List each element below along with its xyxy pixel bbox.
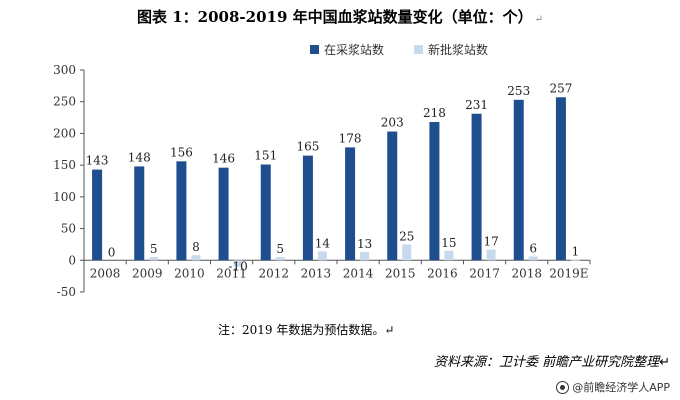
y-tick-label: 250 [53, 95, 76, 109]
bar-in-operation [387, 131, 398, 261]
footnote: 注：2019 年数据为预估数据。↵ [218, 323, 395, 337]
bar-newly-approved [486, 249, 496, 261]
y-tick-label: 300 [53, 63, 76, 77]
data-label-in-operation: 231 [465, 98, 488, 112]
bar-newly-approved [233, 260, 243, 267]
watermark-logo-icon [556, 380, 570, 394]
bar-in-operation [302, 155, 313, 261]
data-label-newly-approved: 14 [315, 236, 331, 250]
bar-in-operation [513, 99, 524, 261]
bar-newly-approved [528, 256, 538, 261]
x-category-label: 2012 [258, 266, 289, 280]
data-label-newly-approved: 17 [483, 235, 498, 249]
data-label-newly-approved: 15 [441, 236, 456, 250]
figure-title: 图表 1：2008-2019 年中国血浆站数量变化（单位：个） ↵ [0, 6, 680, 27]
return-mark-icon: ↵ [534, 14, 543, 25]
bar-in-operation [471, 113, 482, 261]
x-category-label: 2014 [343, 266, 374, 280]
x-category-label: 2011 [216, 266, 247, 280]
data-label-in-operation: 156 [170, 145, 193, 159]
bar-in-operation [345, 147, 356, 261]
legend-label-in-operation: 在采浆站数 [324, 42, 384, 57]
data-label-newly-approved: 8 [192, 240, 200, 254]
bar-in-operation [176, 161, 187, 261]
watermark: @前瞻经济学人APP [556, 379, 670, 395]
data-label-in-operation: 165 [296, 140, 319, 154]
legend-swatch-newly-approved [414, 45, 423, 54]
bar-in-operation [555, 97, 566, 261]
x-category-label: 2009 [132, 266, 163, 280]
watermark-text: @前瞻经济学人APP [572, 381, 670, 394]
x-category-label: 2017 [469, 266, 500, 280]
bar-newly-approved [191, 255, 201, 261]
data-label-in-operation: 218 [423, 106, 446, 120]
y-tick-label: 50 [61, 222, 76, 236]
data-label-newly-approved: -10 [228, 260, 247, 274]
y-tick-label: 150 [53, 158, 76, 172]
x-category-label: 2013 [301, 266, 332, 280]
y-tick-label: 0 [68, 253, 76, 267]
figure-title-text: 图表 1：2008-2019 年中国血浆站数量变化（单位：个） [137, 8, 533, 26]
x-category-label: 2019E [549, 266, 588, 280]
data-label-in-operation: 148 [128, 150, 151, 164]
x-category-label: 2018 [511, 266, 542, 280]
x-category-label: 2010 [174, 266, 205, 280]
legend-swatch-in-operation [310, 45, 319, 54]
data-label-newly-approved: 0 [108, 245, 116, 259]
data-label-in-operation: 253 [507, 84, 530, 98]
bar-chart: -500501001502002503001430200814852009156… [53, 42, 591, 299]
bar-in-operation [260, 164, 271, 261]
y-tick-label: 200 [53, 126, 76, 140]
data-label-in-operation: 257 [549, 81, 572, 95]
source-note: 资料来源：卫计委 前瞻产业研究院整理↵ [433, 355, 670, 370]
bar-in-operation [134, 166, 145, 261]
data-label-in-operation: 203 [381, 116, 404, 130]
data-label-newly-approved: 1 [572, 245, 580, 259]
bar-in-operation [218, 167, 229, 261]
data-label-in-operation: 151 [254, 149, 277, 163]
bar-in-operation [429, 122, 440, 261]
data-label-newly-approved: 5 [276, 242, 284, 256]
data-label-newly-approved: 25 [399, 229, 414, 243]
data-label-in-operation: 178 [339, 131, 362, 145]
y-tick-label: -50 [57, 285, 76, 299]
data-label-in-operation: 143 [86, 154, 109, 168]
bar-newly-approved [275, 257, 285, 261]
bar-newly-approved [444, 250, 454, 261]
x-category-label: 2015 [385, 266, 416, 280]
bar-in-operation [92, 169, 103, 261]
data-label-newly-approved: 13 [357, 237, 372, 251]
data-label-newly-approved: 6 [529, 241, 537, 255]
bar-newly-approved [149, 257, 159, 261]
data-label-newly-approved: 5 [150, 242, 158, 256]
legend-label-newly-approved: 新批浆站数 [428, 42, 488, 57]
bar-newly-approved [360, 252, 370, 261]
bar-newly-approved [570, 259, 580, 261]
data-label-in-operation: 146 [212, 152, 235, 166]
bar-newly-approved [317, 251, 327, 261]
y-tick-label: 100 [53, 190, 76, 204]
x-category-label: 2008 [90, 266, 121, 280]
bar-newly-approved [402, 244, 412, 261]
x-category-label: 2016 [427, 266, 458, 280]
